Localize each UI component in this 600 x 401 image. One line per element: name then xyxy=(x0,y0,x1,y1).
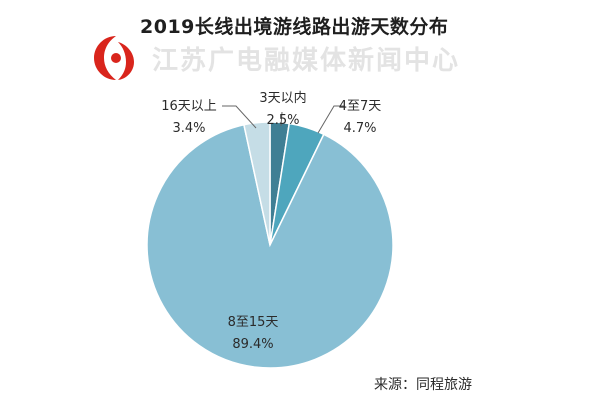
pie-slice-4 xyxy=(243,121,271,246)
pie-leader-lines xyxy=(222,105,344,134)
watermark-text: 江苏广电融媒体新闻中心 xyxy=(152,46,461,76)
leader-line-1 xyxy=(280,111,283,127)
leader-line-4 xyxy=(222,105,257,129)
slice-category-label: 4至7天 xyxy=(338,99,382,114)
slice-value-label: 3.4% xyxy=(172,121,206,136)
leader-line-2 xyxy=(317,105,344,134)
pie-slices xyxy=(146,121,394,369)
watermark-logo-icon xyxy=(94,36,134,80)
slice-category-label: 8至15天 xyxy=(227,315,279,330)
slice-category-label: 16天以上 xyxy=(161,99,217,114)
slice-value-label: 89.4% xyxy=(232,337,274,352)
chart-title: 2019长线出境游线路出游天数分布 xyxy=(140,16,449,38)
slice-label-1: 3天以内 2.5% xyxy=(259,88,306,132)
slice-category-label: 3天以内 xyxy=(259,91,307,106)
slice-value-label: 4.7% xyxy=(343,121,377,136)
slice-label-2: 4至7天 4.7% xyxy=(339,96,382,140)
slice-label-3: 8至15天 89.4% xyxy=(228,312,279,356)
slice-value-label: 2.5% xyxy=(266,113,300,128)
pie-slice-3 xyxy=(146,123,394,369)
source-note: 来源：同程旅游 xyxy=(374,377,472,393)
slice-label-4: 16天以上 3.4% xyxy=(161,96,217,140)
